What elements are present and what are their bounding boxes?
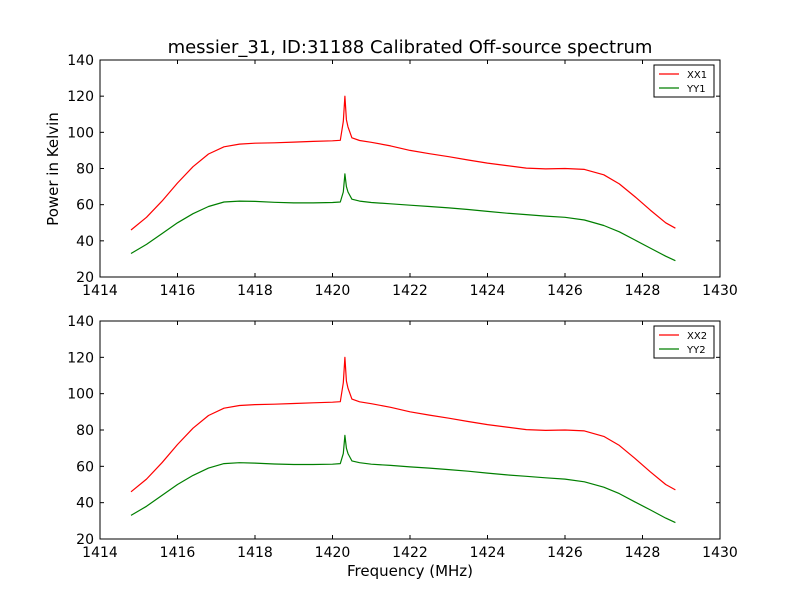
series-line-yy2 <box>130 434 676 524</box>
y-tick-label: 140 <box>67 53 94 69</box>
x-tick-label: 1420 <box>315 283 351 299</box>
x-tick-label: 1422 <box>392 283 428 299</box>
x-tick-label: 1418 <box>237 545 273 561</box>
y-tick-label: 120 <box>67 350 94 366</box>
x-tick-label: 1414 <box>82 283 118 299</box>
plot-frame <box>99 59 721 278</box>
legend-entry: XX1 <box>687 70 707 81</box>
y-tick-label: 100 <box>67 125 94 141</box>
top-panel: 1414 1416 1418 1420 1422 1424 1426 1428 1430 20 40… <box>67 53 738 299</box>
bottom-panel: 1414 1416 1418 1420 1422 1424 1426 1428 1430 20 40… <box>67 314 738 561</box>
x-tick-label: 1426 <box>547 283 583 299</box>
series-line-yy1 <box>130 173 676 262</box>
x-tick-label: 1416 <box>160 545 196 561</box>
x-tick-label: 1416 <box>160 283 196 299</box>
series-line-xx2 <box>130 356 676 493</box>
y-tick-label: 20 <box>76 532 94 548</box>
x-tick-label: 1428 <box>625 545 661 561</box>
x-tick-label: 1430 <box>702 283 738 299</box>
legend-entry: YY2 <box>686 345 706 356</box>
legend-entry: XX2 <box>687 331 707 342</box>
y-tick-label: 40 <box>76 496 94 512</box>
x-tick-label: 1428 <box>625 283 661 299</box>
x-tick-label: 1424 <box>470 545 506 561</box>
x-tick-label: 1414 <box>82 545 118 561</box>
chart-title: messier_31, ID:31188 Calibrated Off-sour… <box>168 37 653 58</box>
y-tick-label: 100 <box>67 387 94 403</box>
y-axis-label: Power in Kelvin <box>44 112 62 226</box>
y-tick-label: 80 <box>76 162 94 178</box>
plot-frame <box>99 320 721 540</box>
y-tick-label: 80 <box>76 423 94 439</box>
x-tick-label: 1418 <box>237 283 273 299</box>
x-tick-label: 1422 <box>392 545 428 561</box>
x-tick-label: 1426 <box>547 545 583 561</box>
legend-entry: YY1 <box>686 84 706 95</box>
x-tick-label: 1420 <box>315 545 351 561</box>
y-tick-label: 120 <box>67 89 94 105</box>
x-tick-label: 1430 <box>702 545 738 561</box>
y-tick-label: 40 <box>76 234 94 250</box>
y-tick-label: 140 <box>67 314 94 330</box>
y-tick-label: 20 <box>76 270 94 286</box>
y-tick-label: 60 <box>76 198 94 214</box>
x-axis-label: Frequency (MHz) <box>347 562 473 580</box>
series-line-xx1 <box>130 95 676 231</box>
x-tick-label: 1424 <box>470 283 506 299</box>
y-tick-label: 60 <box>76 459 94 475</box>
